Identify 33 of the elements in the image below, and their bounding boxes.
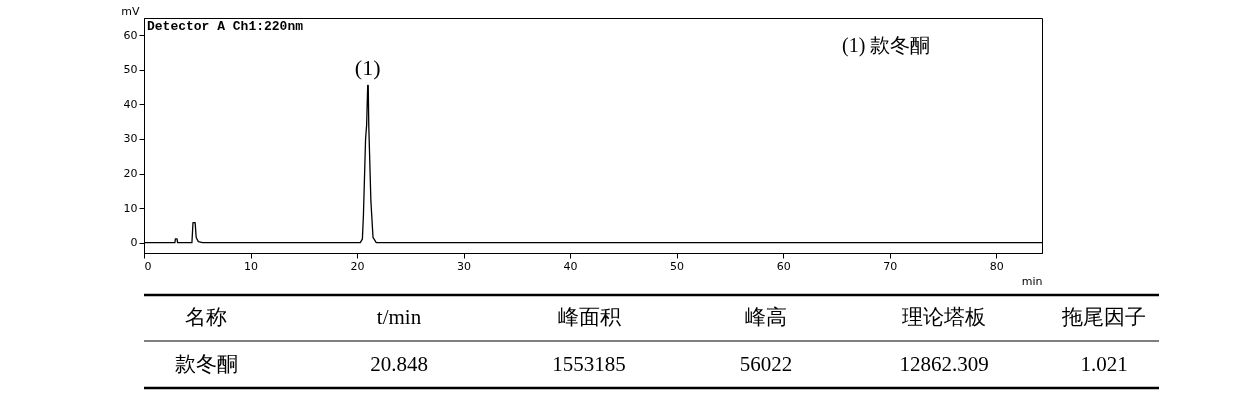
text: 款冬酮 [174,352,238,376]
x-tick-label: 20 [350,259,365,273]
y-tick-label: 30 [123,132,138,146]
chart-title: Detector A Ch1:220nm [147,19,304,34]
annotation: (1) [354,55,381,81]
text: 1553185 [552,352,626,376]
text: 峰高 [745,305,787,329]
y-tick-label: 50 [123,63,138,77]
y-axis-title: mV [121,4,140,18]
text: 理论塔板 [902,305,986,329]
x-tick-label: 0 [144,259,152,273]
text: 名称 [185,305,227,329]
x-tick-label: 30 [457,259,472,273]
y-tick-label: 20 [123,167,138,181]
text: 峰面积 [557,305,621,329]
x-tick-label: 40 [563,259,578,273]
text: 20.848 [370,352,428,376]
x-axis-title: min [1021,274,1043,288]
x-tick-label: 60 [776,259,791,273]
annotation: (1) 款冬酮 [842,34,931,57]
text: 1.021 [1080,352,1128,376]
text: 12862.309 [899,352,989,376]
text: t/min [376,305,422,329]
text: 56022 [739,352,793,376]
y-tick-label: 0 [130,236,138,250]
y-tick-label: 60 [123,28,138,42]
x-tick-label: 70 [883,259,898,273]
x-tick-label: 80 [989,259,1004,273]
x-tick-label: 50 [670,259,685,273]
text: 拖尾因子 [1061,305,1146,329]
x-tick-label: 10 [244,259,259,273]
y-tick-label: 10 [123,201,138,215]
y-tick-label: 40 [123,97,138,111]
